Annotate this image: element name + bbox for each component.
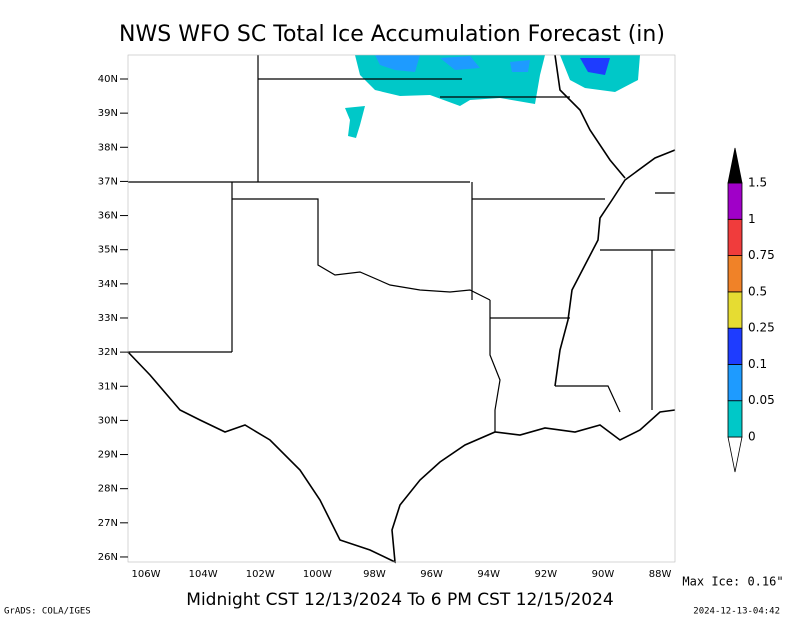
- lon-label: 94W: [477, 569, 500, 580]
- lat-label: 27N: [98, 518, 118, 529]
- ice-area: [580, 58, 610, 75]
- lat-label: 28N: [98, 484, 118, 495]
- lon-label: 88W: [649, 569, 672, 580]
- lon-axis: 106W 104W 102W 100W 98W 96W 94W 92W 90W 88W: [132, 569, 672, 580]
- colorbar-segment: [727, 327, 743, 365]
- lat-label: 33N: [98, 313, 118, 324]
- colorbar-label: 0.5: [748, 284, 767, 298]
- colorbar-over: [727, 147, 743, 184]
- colorbar: 0 0.05 0.1 0.25 0.5 0.75 1 1.5: [727, 147, 775, 473]
- map-title: NWS WFO SC Total Ice Accumulation Foreca…: [119, 22, 665, 47]
- lon-label: 102W: [246, 569, 275, 580]
- colorbar-segment: [727, 364, 743, 402]
- ice-area: [345, 106, 365, 138]
- lon-label: 106W: [132, 569, 161, 580]
- colorbar-label: 1: [748, 212, 756, 226]
- river: [554, 149, 676, 387]
- lat-label: 32N: [98, 347, 118, 358]
- colorbar-label: 1.5: [748, 176, 767, 190]
- lat-label: 35N: [98, 245, 118, 256]
- map-frame: [127, 54, 676, 563]
- lon-label: 92W: [535, 569, 558, 580]
- ice-area: [440, 56, 530, 72]
- colorbar-segment: [727, 218, 743, 256]
- colorbar-segment: [727, 182, 743, 220]
- lon-label: 90W: [592, 569, 615, 580]
- coastline: [127, 351, 676, 564]
- colorbar-segment: [727, 400, 743, 438]
- lon-label: 104W: [189, 569, 218, 580]
- colorbar-segment: [727, 255, 743, 293]
- lat-label: 26N: [98, 552, 118, 563]
- lat-label: 38N: [98, 142, 118, 153]
- map: [127, 54, 676, 564]
- colorbar-label: 0.75: [748, 248, 775, 262]
- lat-label: 34N: [98, 279, 118, 290]
- lat-label: 30N: [98, 415, 118, 426]
- lat-label: 39N: [98, 108, 118, 119]
- colorbar-segment: [727, 291, 743, 329]
- lat-label: 36N: [98, 211, 118, 222]
- ice-area: [375, 55, 420, 72]
- max-ice: Max Ice: 0.16": [682, 575, 783, 589]
- lat-label: 37N: [98, 176, 118, 187]
- lat-label: 29N: [98, 450, 118, 461]
- colorbar-label: 0.25: [748, 321, 775, 335]
- colorbar-label: 0.05: [748, 393, 775, 407]
- lon-label: 98W: [363, 569, 386, 580]
- state-border: [128, 55, 675, 432]
- timestamp: 2024-12-13-04:42: [693, 607, 780, 617]
- lat-axis: 40N 39N 38N 37N 36N 35N 34N 33N 32N 31N 30N 29N 28N 2…: [98, 74, 128, 563]
- lat-label: 40N: [98, 74, 118, 85]
- lon-label: 100W: [303, 569, 332, 580]
- colorbar-label: 0.1: [748, 357, 767, 371]
- credit: GrADS: COLA/IGES: [4, 607, 91, 617]
- river: [554, 54, 626, 179]
- valid-period: Midnight CST 12/13/2024 To 6 PM CST 12/1…: [186, 590, 613, 610]
- colorbar-label: 0: [748, 430, 756, 444]
- lon-label: 96W: [420, 569, 443, 580]
- lat-label: 31N: [98, 381, 118, 392]
